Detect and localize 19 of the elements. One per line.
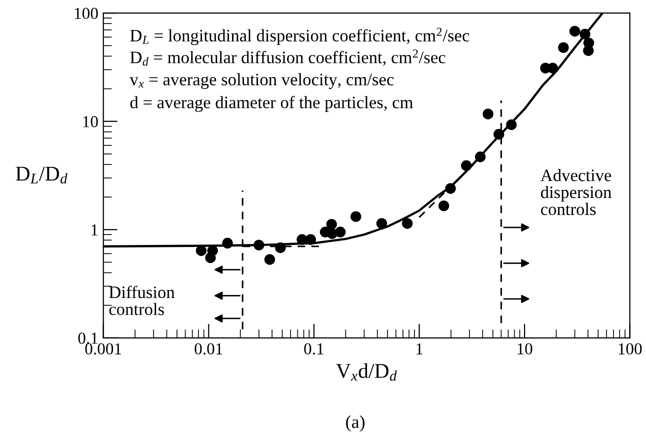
y-tick-label: 1 [92,224,98,236]
x-tick-label: 10 [518,343,532,354]
y-tick-label: 100 [74,8,98,20]
y-tick-label: 10 [83,116,98,128]
annotation: D$_{d}$ = molecular diffusion coefficient, cm$^{2}$/sec [130,50,446,66]
x-tick-label: 0.1 [304,343,324,355]
annotation: Advective dispersion controls [540,168,612,216]
y-tick-label: 0.1 [78,332,98,344]
x-tick-label: 0.01 [194,343,222,355]
x-tick-label: 0.001 [85,343,122,355]
annotation: D$_{L}$ = longitudinal dispersion coefficient, cm$^{2}$/sec [130,28,470,46]
x-tick-label: 100 [618,343,642,354]
x-axis-title: V$_{x}$d/D$_{d}$ [336,363,397,381]
annotation: d = average diameter of the particles, cm [130,96,413,112]
annotation: v$_{x}$ = average solution velocity, cm/sec [130,73,394,89]
annotation: Diffusion controls [109,286,175,316]
x-tick-label: 1 [416,343,422,354]
text: (a) [346,415,365,432]
y-axis-title: D$_{L}$/D$_{d}$ [16,166,68,184]
